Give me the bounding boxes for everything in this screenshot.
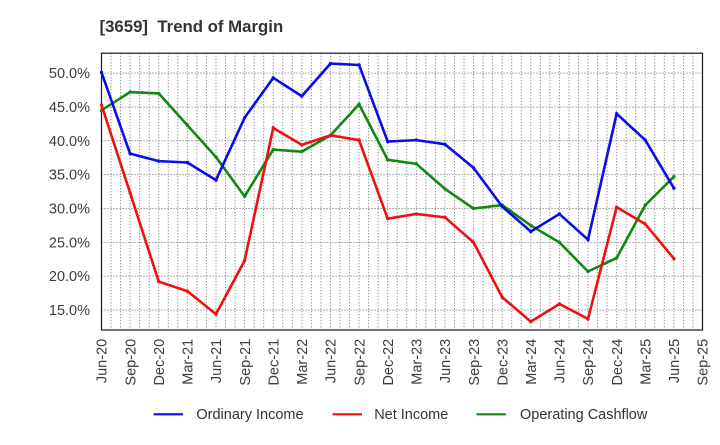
svg-text:Operating Cashflow: Operating Cashflow xyxy=(520,407,648,423)
svg-text:Dec-22: Dec-22 xyxy=(381,339,397,386)
svg-text:30.0%: 30.0% xyxy=(49,202,90,218)
svg-text:Net Income: Net Income xyxy=(374,407,448,423)
svg-text:Ordinary Income: Ordinary Income xyxy=(196,407,303,423)
svg-text:Mar-23: Mar-23 xyxy=(410,339,426,385)
svg-text:15.0%: 15.0% xyxy=(49,303,90,319)
svg-text:Mar-25: Mar-25 xyxy=(638,339,654,385)
svg-text:Mar-24: Mar-24 xyxy=(524,339,540,385)
svg-text:Sep-21: Sep-21 xyxy=(238,339,254,386)
svg-text:Jun-23: Jun-23 xyxy=(438,339,454,383)
svg-text:Mar-21: Mar-21 xyxy=(181,339,197,385)
svg-text:Jun-25: Jun-25 xyxy=(667,339,683,383)
svg-text:Dec-20: Dec-20 xyxy=(152,339,168,386)
svg-text:Jun-24: Jun-24 xyxy=(553,339,569,383)
svg-text:50.0%: 50.0% xyxy=(49,66,90,82)
svg-text:40.0%: 40.0% xyxy=(49,134,90,150)
svg-text:Sep-20: Sep-20 xyxy=(123,339,139,386)
svg-text:Dec-23: Dec-23 xyxy=(495,339,511,386)
svg-text:Dec-21: Dec-21 xyxy=(266,339,282,386)
svg-text:[3659] Trend of Margin: [3659] Trend of Margin xyxy=(100,17,284,36)
svg-text:45.0%: 45.0% xyxy=(49,100,90,116)
svg-text:Sep-24: Sep-24 xyxy=(581,339,597,386)
svg-text:Dec-24: Dec-24 xyxy=(610,339,626,386)
svg-text:25.0%: 25.0% xyxy=(49,235,90,251)
svg-text:Jun-21: Jun-21 xyxy=(209,339,225,383)
svg-text:Jun-22: Jun-22 xyxy=(324,339,340,383)
svg-text:Sep-22: Sep-22 xyxy=(352,339,368,386)
svg-text:20.0%: 20.0% xyxy=(49,269,90,285)
svg-text:35.0%: 35.0% xyxy=(49,168,90,184)
svg-text:Jun-20: Jun-20 xyxy=(95,339,111,383)
svg-text:Sep-23: Sep-23 xyxy=(467,339,483,386)
svg-text:Mar-22: Mar-22 xyxy=(295,339,311,385)
svg-text:Sep-25: Sep-25 xyxy=(696,339,712,386)
